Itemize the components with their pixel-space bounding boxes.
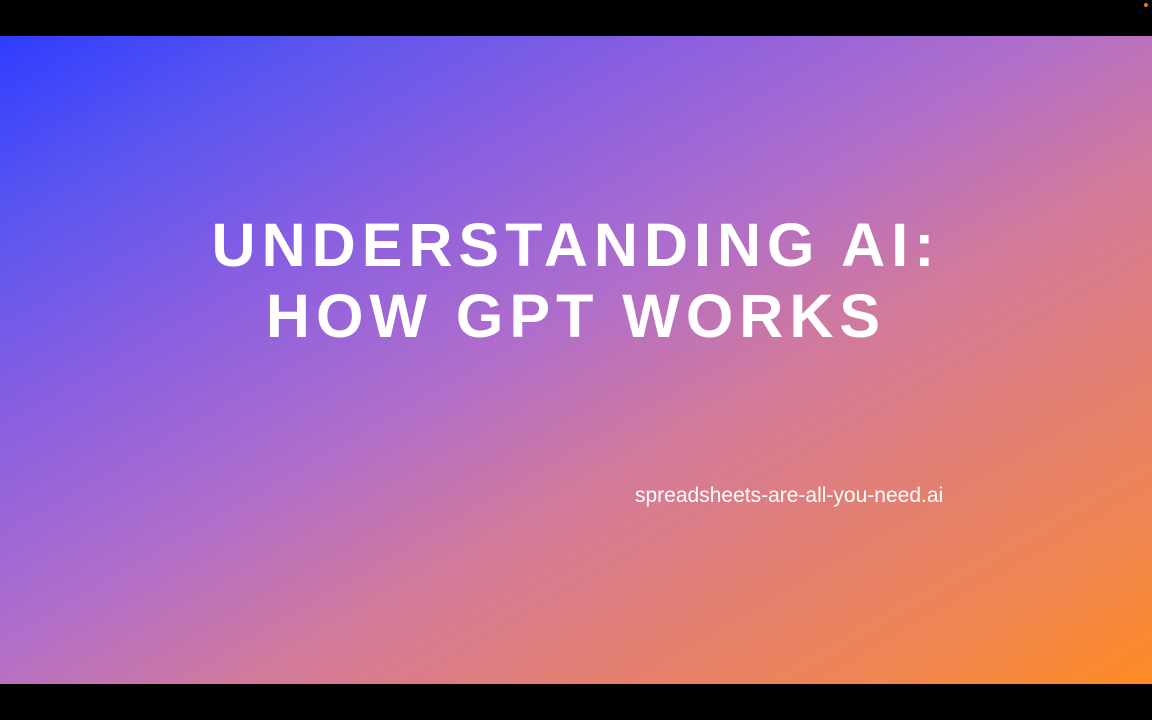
slide-title: UNDERSTANDING AI: HOW GPT WORKS [0,210,1152,352]
top-letterbox-bar [0,0,1152,36]
status-dot-icon [1144,3,1148,7]
slide-website-url: spreadsheets-are-all-you-need.ai [635,484,944,507]
title-slide[interactable]: UNDERSTANDING AI: HOW GPT WORKS spreadsh… [0,36,1152,684]
bottom-letterbox-bar [0,684,1152,720]
slide-title-line-1: UNDERSTANDING AI: [211,211,941,279]
slide-title-line-2: HOW GPT WORKS [265,282,887,350]
